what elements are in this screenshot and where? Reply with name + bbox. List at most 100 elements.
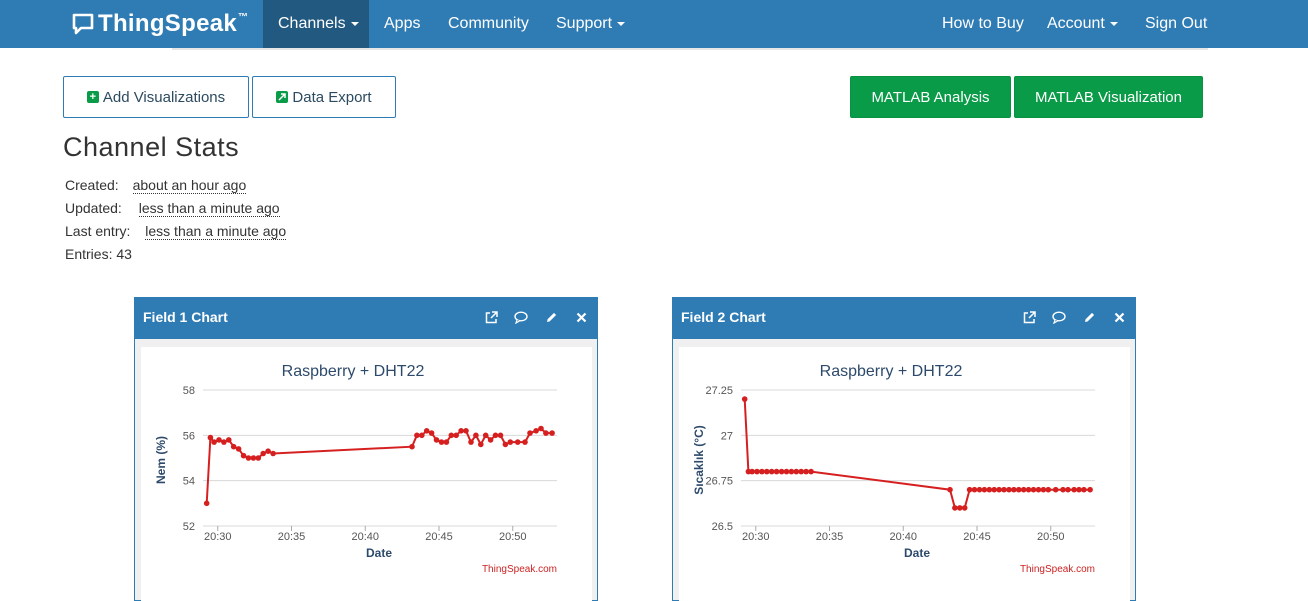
data-point — [1045, 486, 1052, 493]
data-point — [947, 486, 953, 493]
close-icon[interactable] — [573, 309, 589, 325]
y-tick-label: 27 — [721, 430, 733, 442]
y-axis-label: Nem (%) — [154, 436, 168, 484]
matlab-visualization-button[interactable]: MATLAB Visualization — [1014, 76, 1203, 118]
panel-header: Field 2 Chart — [673, 298, 1135, 339]
stat-entries: Entries: 43 — [65, 246, 132, 262]
data-point — [207, 434, 214, 441]
matlab-analysis-label: MATLAB Analysis — [871, 88, 990, 106]
external-link-icon[interactable] — [483, 309, 499, 325]
data-point — [463, 428, 469, 434]
nav-how-to-buy[interactable]: How to Buy — [927, 0, 1039, 48]
chat-bubble-logo-icon — [72, 13, 94, 35]
series-line — [205, 427, 553, 504]
data-point — [433, 437, 440, 443]
data-point — [409, 443, 415, 450]
data-point — [1076, 486, 1082, 493]
stat-last-entry-value: less than a minute ago — [145, 223, 287, 240]
stat-created: Created: about an hour ago — [65, 177, 247, 194]
data-point — [240, 452, 247, 459]
plus-square-icon: + — [86, 91, 99, 103]
panel-title: Field 2 Chart — [681, 309, 766, 325]
data-point — [1035, 486, 1042, 493]
y-tick-label: 26.75 — [705, 476, 733, 488]
data-point — [522, 439, 528, 445]
data-point — [798, 468, 804, 475]
nav-support[interactable]: Support — [541, 0, 640, 48]
x-tick-label: 20:50 — [1037, 531, 1065, 543]
data-point — [226, 437, 232, 443]
data-point — [793, 468, 800, 475]
data-point — [473, 432, 479, 439]
add-visualizations-button[interactable]: + Add Visualizations — [63, 76, 249, 118]
data-export-button[interactable]: Data Export — [252, 76, 396, 118]
data-point — [961, 505, 968, 511]
data-point — [991, 486, 997, 493]
nav-apps[interactable]: Apps — [369, 0, 435, 48]
data-point — [270, 450, 276, 457]
data-point — [741, 396, 748, 402]
comment-icon[interactable] — [1051, 309, 1067, 325]
thingspeak-logo[interactable]: ThingSpeak ™ — [72, 8, 248, 40]
data-point — [438, 439, 445, 445]
panel-tools — [483, 298, 589, 336]
stat-created-value: about an hour ago — [132, 177, 247, 194]
data-point — [996, 486, 1002, 493]
data-point — [507, 439, 514, 445]
matlab-visualization-label: MATLAB Visualization — [1034, 88, 1182, 106]
nav-community-label: Community — [448, 15, 529, 32]
data-point — [203, 500, 210, 507]
data-point — [453, 432, 460, 439]
matlab-analysis-button[interactable]: MATLAB Analysis — [850, 76, 1011, 118]
data-point — [773, 468, 780, 475]
field-2-line-chart[interactable]: Raspberry + DHT22 26.5 26.75 27 27.25 20:30 20… — [679, 347, 1130, 601]
export-square-icon — [276, 91, 289, 103]
data-point — [482, 432, 489, 439]
external-link-icon[interactable] — [1021, 309, 1037, 325]
brand-name: ThingSpeak — [98, 10, 238, 37]
field-1-line-chart[interactable]: Raspberry + DHT22 52 54 56 58 20:30 20:35 20:40… — [141, 347, 592, 601]
data-point — [514, 439, 521, 445]
comment-icon[interactable] — [513, 309, 529, 325]
pencil-icon[interactable] — [543, 309, 559, 325]
data-point — [216, 437, 222, 443]
data-point — [235, 446, 242, 452]
data-point — [211, 439, 217, 445]
data-point — [1052, 486, 1059, 493]
nav-community[interactable]: Community — [433, 0, 544, 48]
data-point — [788, 468, 795, 475]
nav-how-to-buy-label: How to Buy — [942, 15, 1024, 32]
chevron-down-icon — [617, 21, 626, 26]
data-point — [543, 430, 549, 436]
data-point — [803, 468, 809, 475]
data-point — [1071, 486, 1077, 493]
data-point — [255, 455, 262, 461]
stat-last-entry: Last entry: less than a minute ago — [65, 223, 287, 240]
data-point — [952, 505, 958, 511]
data-point — [971, 486, 978, 493]
data-point — [492, 432, 499, 439]
nav-channels[interactable]: Channels — [263, 0, 369, 48]
data-point — [1081, 486, 1087, 493]
data-point — [419, 432, 425, 439]
y-tick-label: 52 — [183, 521, 195, 533]
data-point — [443, 439, 450, 445]
data-point — [759, 468, 765, 475]
nav-support-label: Support — [556, 15, 613, 32]
data-point — [448, 432, 455, 439]
data-point — [1016, 486, 1022, 493]
data-point — [414, 432, 420, 439]
nav-sign-out[interactable]: Sign Out — [1130, 0, 1222, 48]
field-1-chart-panel: Field 1 Chart Raspberry + DHT22 52 54 56 58 2… — [134, 297, 598, 601]
pencil-icon[interactable] — [1081, 309, 1097, 325]
chart-credit: ThingSpeak.com — [1020, 564, 1095, 575]
data-point — [423, 428, 430, 434]
data-point — [549, 430, 555, 436]
chart-credit: ThingSpeak.com — [482, 564, 557, 575]
close-icon[interactable] — [1111, 309, 1127, 325]
stat-updated: Updated: less than a minute ago — [65, 200, 280, 217]
x-tick-label: 20:40 — [351, 531, 379, 543]
data-point — [230, 443, 237, 450]
nav-account[interactable]: Account — [1032, 0, 1133, 48]
data-point — [260, 450, 266, 457]
